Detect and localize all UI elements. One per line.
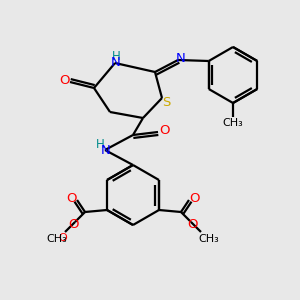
Text: CH₃: CH₃: [199, 234, 219, 244]
Text: CH₃: CH₃: [223, 118, 243, 128]
Text: O: O: [66, 193, 76, 206]
Text: O: O: [190, 193, 200, 206]
Text: O: O: [58, 233, 68, 243]
Text: N: N: [101, 143, 111, 157]
Text: N: N: [176, 52, 186, 65]
Text: O: O: [68, 218, 78, 232]
Text: S: S: [162, 95, 170, 109]
Text: CH₃: CH₃: [46, 234, 68, 244]
Text: O: O: [188, 218, 198, 232]
Text: O: O: [159, 124, 169, 137]
Text: H: H: [96, 139, 104, 152]
Text: H: H: [112, 50, 120, 62]
Text: O: O: [59, 74, 69, 88]
Text: N: N: [111, 56, 121, 68]
